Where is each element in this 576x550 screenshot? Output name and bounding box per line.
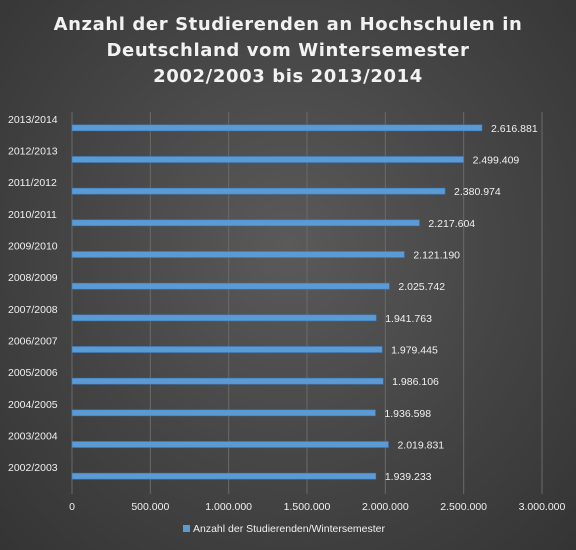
x-axis-labels: 0 500.000 1.000.000 1.500.000 2.000.000 2.500… — [69, 501, 565, 513]
y-tick-label: 2007/2008 — [8, 304, 58, 316]
bars — [71, 124, 483, 480]
chart-title-line-3: 2002/2003 bis 2013/2014 — [153, 66, 423, 87]
gridlines — [71, 112, 543, 494]
y-tick-label: 2004/2005 — [8, 399, 58, 411]
data-label: 1.939.233 — [385, 471, 432, 483]
data-label: 2.380.974 — [454, 186, 501, 198]
y-tick-label: 2006/2007 — [8, 336, 58, 348]
x-tick-label: 1.500.000 — [284, 501, 331, 513]
y-tick-label: 2009/2010 — [8, 241, 58, 253]
data-label: 2.019.831 — [397, 440, 444, 452]
y-tick-label: 2002/2003 — [8, 462, 58, 474]
data-labels: 1.939.233 2.019.831 1.936.598 1.986.106 1.97… — [384, 123, 537, 483]
y-tick-label: 2005/2006 — [8, 367, 58, 379]
chart-title: Anzahl der Studierenden an Hochschulen i… — [54, 14, 523, 87]
y-tick-label: 2003/2004 — [8, 431, 58, 443]
y-tick-label: 2008/2009 — [8, 272, 58, 284]
data-label: 1.941.763 — [385, 313, 432, 325]
bar — [71, 472, 377, 480]
bar — [71, 314, 377, 322]
legend-swatch — [183, 525, 190, 532]
bar — [71, 251, 405, 258]
data-label: 2.616.881 — [491, 123, 538, 135]
x-tick-label: 1.000.000 — [205, 501, 252, 513]
x-tick-label: 2.000.000 — [362, 501, 409, 513]
x-tick-label: 500.000 — [131, 501, 169, 513]
bar — [71, 219, 420, 227]
y-tick-label: 2012/2013 — [8, 146, 58, 158]
chart-title-line-2: Deutschland vom Wintersemester — [107, 40, 470, 61]
bar — [71, 377, 384, 385]
y-axis-labels: 2002/2003 2003/2004 2004/2005 2005/2006 2006… — [8, 114, 58, 474]
legend: Anzahl der Studierenden/Wintersemester — [183, 523, 386, 535]
bar — [71, 282, 390, 290]
bar — [71, 346, 383, 353]
bar — [71, 409, 376, 417]
x-tick-label: 2.500.000 — [440, 501, 487, 513]
legend-label: Anzahl der Studierenden/Wintersemester — [193, 523, 386, 535]
data-label: 2.499.409 — [473, 155, 520, 167]
bar — [71, 187, 446, 195]
x-tick-label: 0 — [69, 501, 75, 513]
y-tick-label: 2013/2014 — [8, 114, 58, 126]
bar — [71, 156, 464, 163]
data-label: 1.986.106 — [392, 376, 439, 388]
y-tick-label: 2011/2012 — [8, 177, 57, 189]
x-tick-label: 3.000.000 — [519, 501, 566, 513]
data-label: 2.025.742 — [398, 281, 445, 293]
data-label: 2.217.604 — [428, 218, 475, 230]
bar — [71, 441, 389, 448]
chart-title-line-1: Anzahl der Studierenden an Hochschulen i… — [54, 14, 523, 35]
data-label: 1.979.445 — [391, 345, 438, 357]
data-label: 1.936.598 — [384, 408, 431, 420]
y-tick-label: 2010/2011 — [8, 209, 57, 221]
data-label: 2.121.190 — [413, 250, 460, 262]
bar — [71, 124, 483, 132]
